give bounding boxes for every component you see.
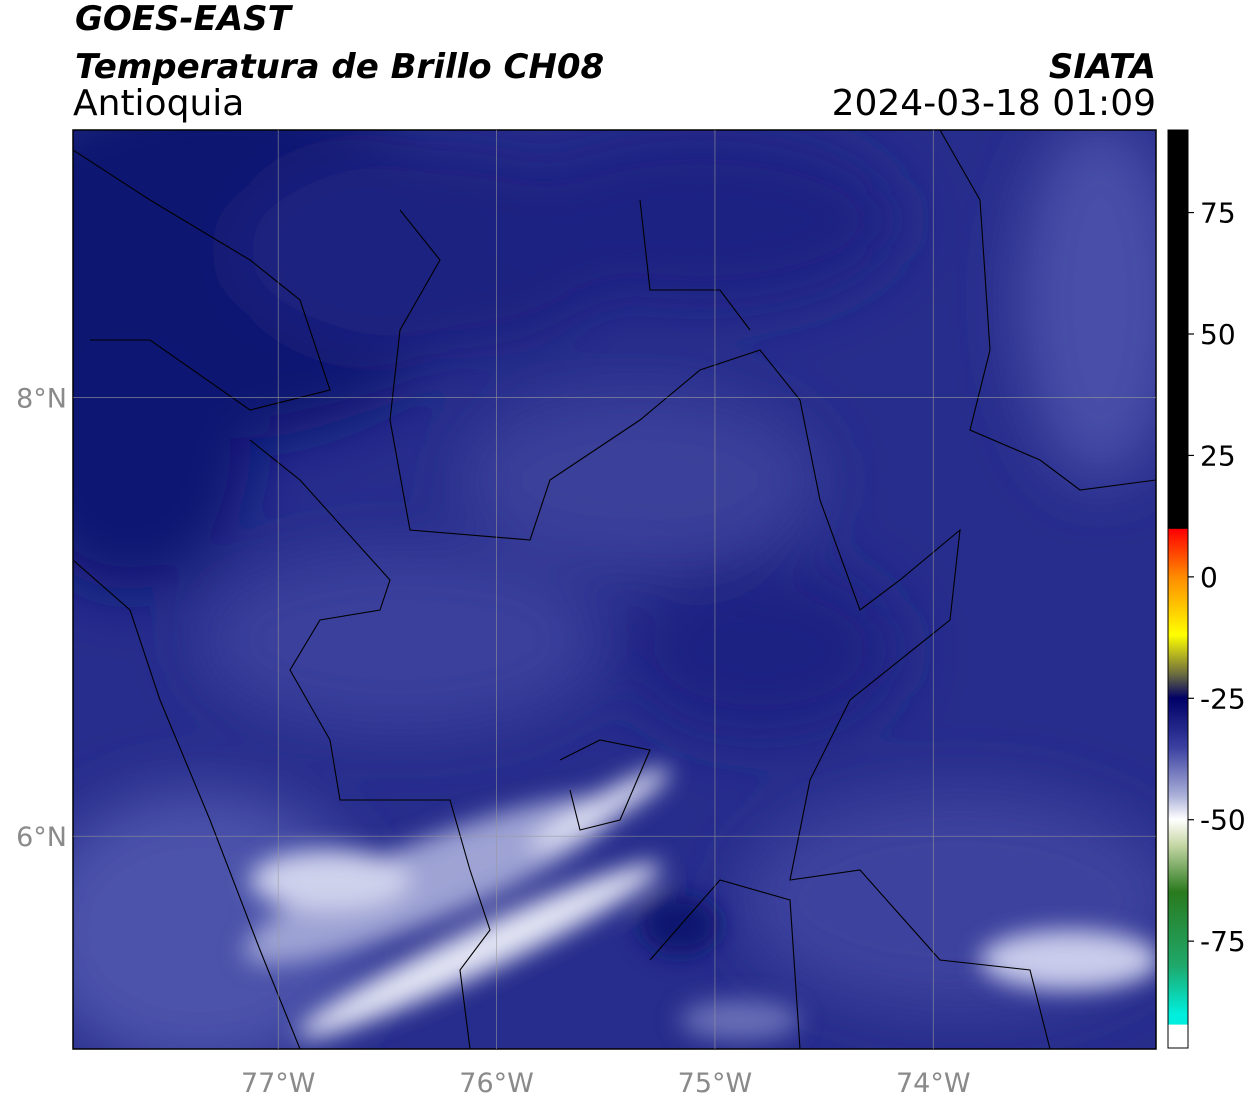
- colorbar-tick-label: -75: [1200, 925, 1246, 958]
- colorbar-tick-label: 50: [1200, 318, 1236, 351]
- colorbar-tick-label: 0: [1200, 561, 1218, 594]
- title: GOES-EAST: [75, 0, 294, 39]
- map-frame: [72, 129, 1157, 1050]
- source: SIATA: [1049, 47, 1156, 87]
- map-field: [73, 130, 1156, 1049]
- x-tick-label: 74°W: [896, 1068, 971, 1099]
- colorbar-tick-label: 25: [1200, 439, 1236, 472]
- colorbar-tick-label: -25: [1200, 682, 1246, 715]
- colorbar-tick-label: 75: [1200, 197, 1236, 230]
- colorbar: [1167, 129, 1189, 1049]
- x-tick-label: 75°W: [678, 1068, 753, 1099]
- datetime: 2024-03-18 01:09: [832, 83, 1156, 124]
- colorbar-tick-label: -50: [1200, 804, 1246, 837]
- y-tick-label: 6°N: [16, 822, 67, 853]
- subtitle: Temperatura de Brillo CH08: [75, 47, 604, 87]
- x-tick-label: 77°W: [241, 1068, 316, 1099]
- x-tick-label: 76°W: [459, 1068, 534, 1099]
- region: Antioquia: [73, 83, 244, 124]
- y-tick-label: 8°N: [16, 384, 67, 415]
